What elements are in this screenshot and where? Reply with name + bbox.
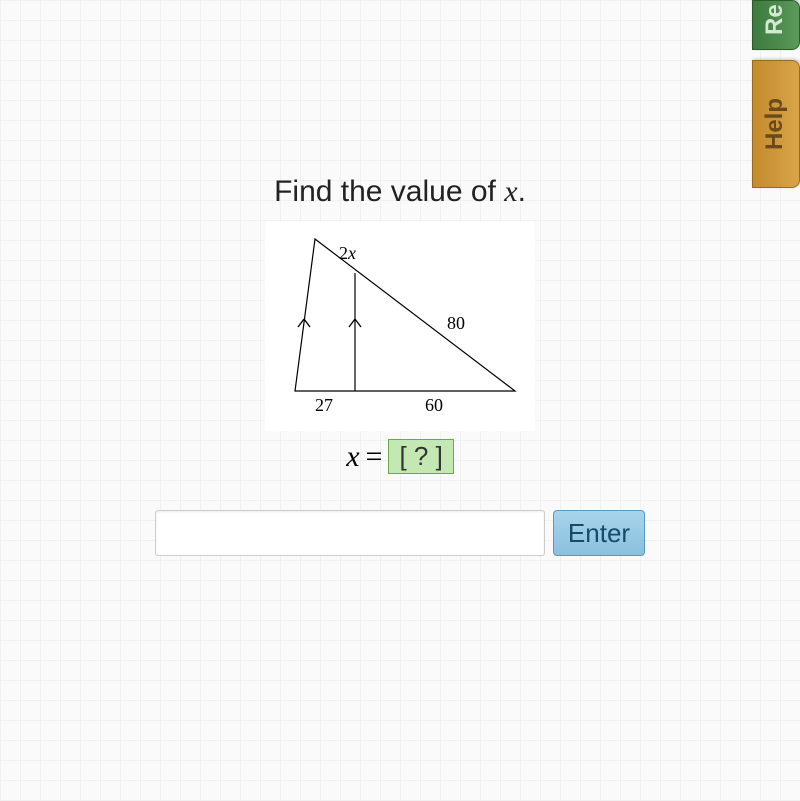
triangle-diagram: 2x 80 27 60	[265, 221, 535, 431]
reset-tab[interactable]: Re	[752, 0, 800, 50]
prompt-suffix: .	[518, 175, 526, 208]
label-60: 60	[425, 395, 443, 416]
prompt-prefix: Find the value of	[274, 175, 504, 208]
help-tab[interactable]: Help	[752, 60, 800, 188]
enter-button[interactable]: Enter	[553, 510, 645, 556]
diagram-svg	[265, 221, 535, 431]
help-tab-label: Help	[761, 98, 788, 150]
prompt-variable: x	[504, 175, 517, 208]
reset-tab-label: Re	[761, 4, 788, 35]
problem-content: Find the value of x. 2x 80 27 60 x	[0, 175, 800, 556]
label-2x: 2x	[339, 243, 356, 264]
label-80: 80	[447, 313, 465, 334]
outer-triangle	[295, 239, 515, 391]
answer-input-row: Enter	[155, 510, 645, 556]
equation-row: x = [ ? ]	[346, 439, 454, 474]
answer-placeholder: [ ? ]	[388, 439, 453, 474]
problem-prompt: Find the value of x.	[274, 175, 526, 209]
answer-input[interactable]	[155, 510, 545, 556]
enter-button-label: Enter	[568, 518, 630, 548]
equals-sign: =	[366, 440, 383, 474]
label-27: 27	[315, 395, 333, 416]
equation-var: x	[346, 440, 359, 474]
